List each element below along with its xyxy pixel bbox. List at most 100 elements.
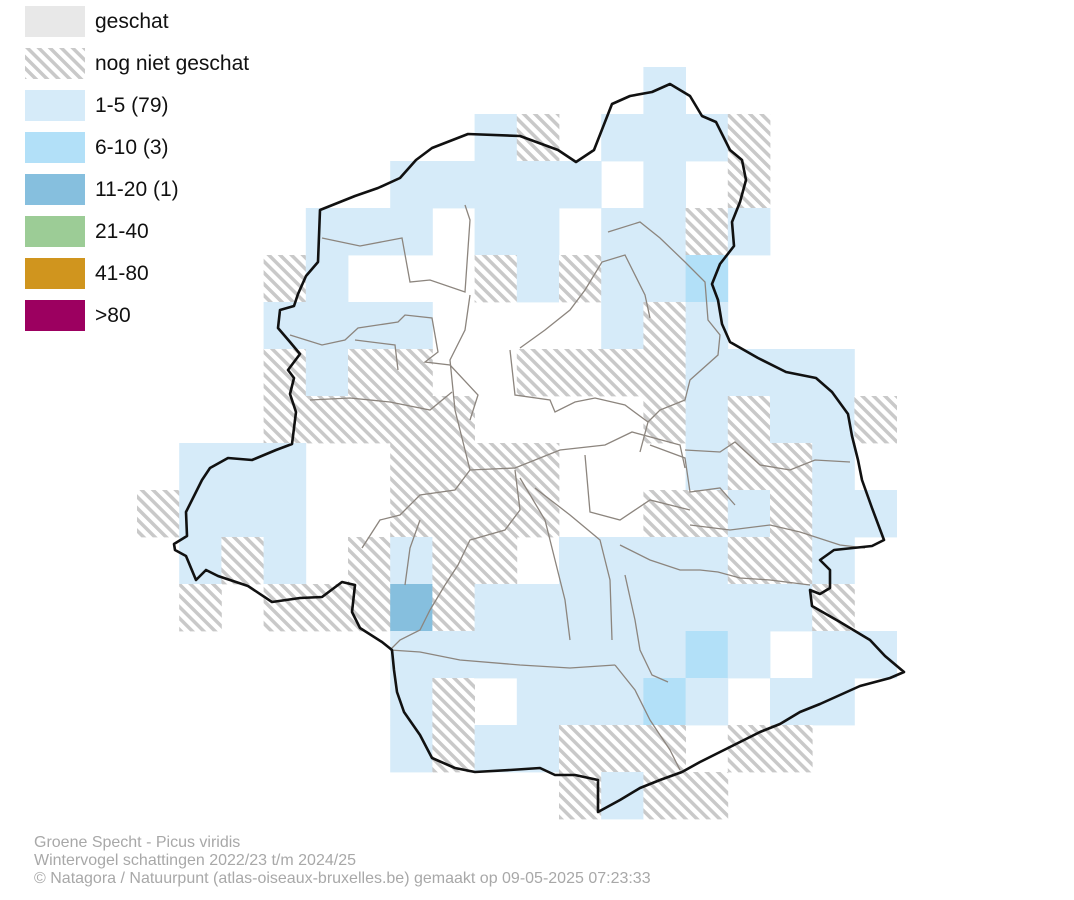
grid-cell-not-estimated [727, 443, 771, 491]
grid-cell-1-5 [559, 631, 602, 679]
grid-cell-1-5 [474, 208, 518, 256]
grid-cell-not-estimated [685, 772, 729, 820]
grid-cell-1-5 [812, 396, 855, 444]
grid-cell-1-5 [812, 631, 855, 679]
grid-cell-1-5 [305, 255, 349, 303]
municipality-boundary [289, 314, 479, 421]
grid-cell-1-5 [770, 396, 813, 444]
grid-cell-1-5 [601, 678, 644, 726]
municipality-boundary [321, 204, 471, 293]
grid-cell-not-estimated [390, 349, 433, 397]
grid-cell-not-estimated [221, 537, 264, 585]
grid-cell-11-20 [390, 584, 433, 632]
municipality-boundary [404, 519, 421, 586]
grid-cell-not-estimated [643, 349, 686, 397]
municipality-boundary [684, 441, 851, 471]
grid-cell-not-estimated [516, 349, 560, 397]
legend-label: 21-40 [95, 220, 149, 243]
grid-cell-1-5 [516, 255, 560, 303]
grid-cell-1-5 [812, 490, 855, 538]
municipality-boundary [449, 294, 686, 471]
grid-cell-not-estimated [685, 490, 729, 538]
grid-cell-not-estimated [601, 349, 644, 397]
grid-cell-1-5 [263, 490, 307, 538]
grid-cell-not-estimated [432, 490, 475, 538]
grid-cell-not-estimated [812, 584, 855, 632]
grid-cell-1-5 [474, 114, 518, 162]
municipality-boundary [534, 487, 613, 641]
grid-cell-not-estimated [263, 396, 307, 444]
grid-cell-not-estimated [348, 396, 391, 444]
grid-cell-1-5 [685, 396, 729, 444]
grid-cell-1-5 [390, 161, 433, 209]
grid-cell-1-5 [643, 208, 686, 256]
grid-cell-1-5 [390, 208, 433, 256]
municipality-boundary [649, 444, 736, 506]
grid-cell-not-estimated [348, 537, 391, 585]
grid-cell-1-5 [727, 584, 771, 632]
municipality-boundary [607, 221, 721, 423]
grid-cell-1-5 [263, 443, 307, 491]
legend-label: 41-80 [95, 262, 149, 285]
grid-cell-not-estimated [390, 490, 433, 538]
grid-cell-not-estimated [390, 443, 433, 491]
grid-cell-not-estimated [516, 443, 560, 491]
municipality-boundary [584, 454, 691, 521]
grid-cell-not-estimated [263, 584, 307, 632]
municipality-boundary [614, 664, 681, 771]
grid-cell-1-5 [685, 349, 729, 397]
grid-cell-1-5 [348, 208, 391, 256]
municipality-boundary [389, 584, 446, 651]
grid-cell-1-5 [643, 584, 686, 632]
grid-cell-1-5 [516, 631, 560, 679]
legend-label: 11-20 (1) [95, 178, 179, 201]
grid-cell-1-5 [516, 725, 560, 773]
legend-label: geschat [95, 10, 169, 33]
grid-cell-1-5 [685, 537, 729, 585]
legend-label: 6-10 (3) [95, 136, 169, 159]
grid-cell-1-5 [770, 584, 813, 632]
grid-cell-1-5 [221, 443, 264, 491]
grid-cell-6-10 [685, 631, 729, 679]
grid-cell-1-5 [685, 584, 729, 632]
grid-cell-not-estimated [474, 443, 518, 491]
legend-swatch-21-40 [25, 216, 85, 247]
grid-cell-1-5 [474, 161, 518, 209]
legend-swatch-over-80 [25, 300, 85, 331]
grid-cell-1-5 [432, 631, 475, 679]
map-footer: Groene Specht - Picus viridis Wintervoge… [34, 834, 651, 888]
grid-cell-1-5 [601, 537, 644, 585]
grid-cell-1-5 [559, 161, 602, 209]
grid-cell-not-estimated [432, 396, 475, 444]
grid-cell-1-5 [812, 537, 855, 585]
grid-cell-1-5 [727, 490, 771, 538]
grid-cell-1-5 [390, 302, 433, 350]
grid-cell-not-estimated [559, 725, 602, 773]
grid-cell-1-5 [854, 631, 897, 679]
grid-cell-not-estimated [137, 490, 180, 538]
grid-cell-1-5 [601, 208, 644, 256]
grid-cell-1-5 [685, 114, 729, 162]
grid-cell-not-estimated [770, 725, 813, 773]
grid-cell-not-estimated [770, 443, 813, 491]
grid-cell-1-5 [516, 161, 560, 209]
grid-cell-not-estimated [727, 161, 771, 209]
grid-cell-1-5 [601, 302, 644, 350]
grid-cell-1-5 [727, 349, 771, 397]
grid-cell-1-5 [474, 725, 518, 773]
grid-cell-1-5 [727, 631, 771, 679]
grid-cell-not-estimated [432, 725, 475, 773]
legend-label: 1-5 (79) [95, 94, 169, 117]
grid-cell-1-5 [221, 490, 264, 538]
grid-cell-not-estimated [179, 584, 222, 632]
grid-cell-not-estimated [727, 537, 771, 585]
grid-cell-not-estimated [643, 725, 686, 773]
grid-cell-not-estimated [559, 349, 602, 397]
municipality-boundary [689, 524, 866, 549]
grid-cell-not-estimated [643, 302, 686, 350]
legend-swatch-estimated [25, 6, 85, 37]
grid-cell-not-estimated [643, 490, 686, 538]
grid-cell-1-5 [601, 772, 644, 820]
copyright-credit: © Natagora / Natuurpunt (atlas-oiseaux-b… [34, 870, 651, 887]
